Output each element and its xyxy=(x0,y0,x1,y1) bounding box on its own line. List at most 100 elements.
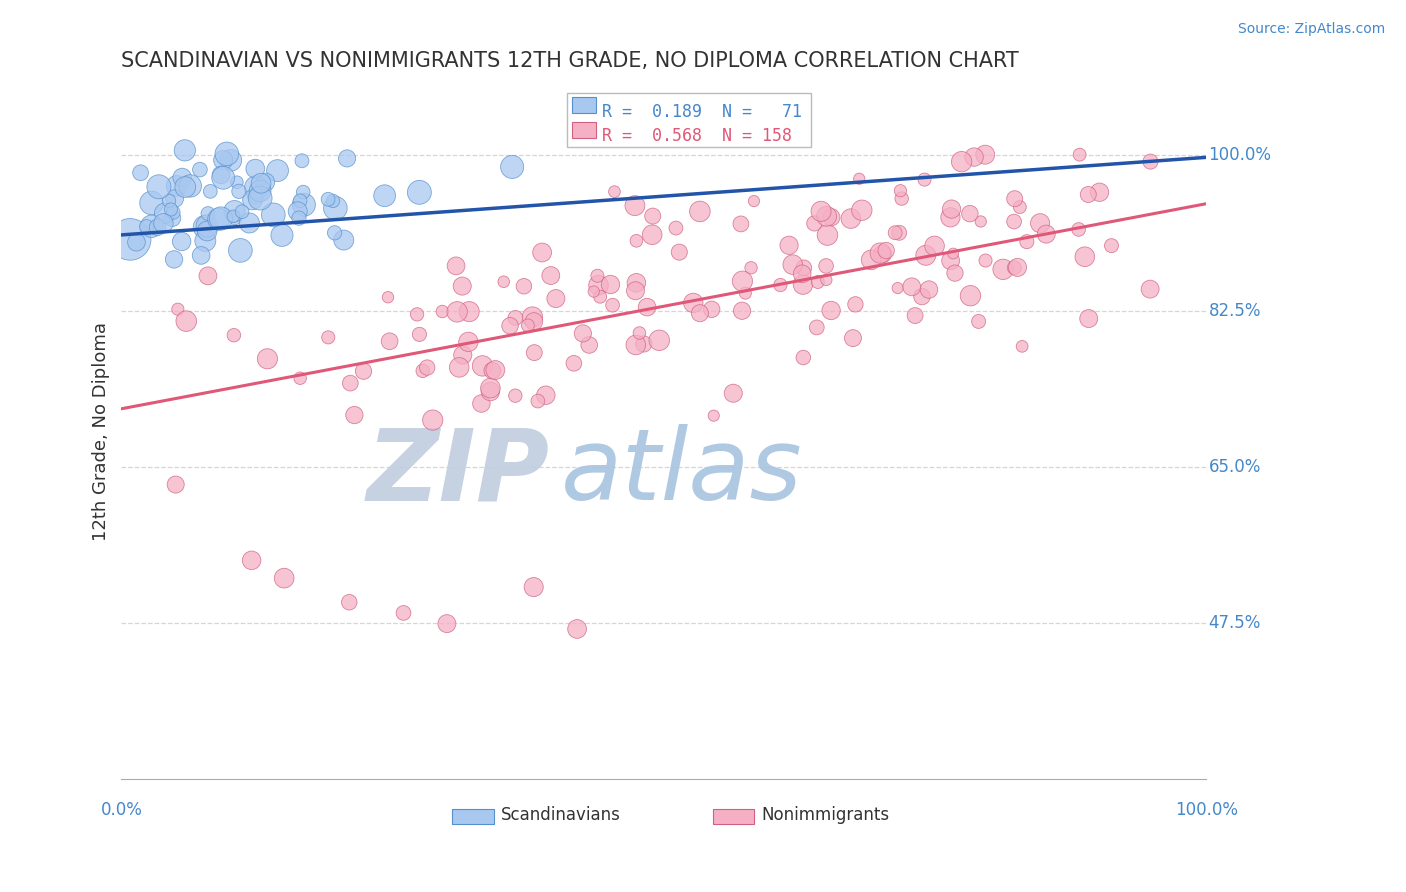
Point xyxy=(200,185,222,199)
Point xyxy=(648,333,671,347)
Point xyxy=(172,170,194,185)
Point xyxy=(146,220,169,235)
Point xyxy=(523,580,546,594)
Point xyxy=(160,202,183,217)
Point xyxy=(316,192,339,206)
Point xyxy=(174,314,197,328)
Point xyxy=(173,144,195,158)
Point xyxy=(703,409,725,423)
Point xyxy=(588,278,610,293)
Text: R =  0.189  N =   71: R = 0.189 N = 71 xyxy=(602,103,801,120)
Point xyxy=(458,304,481,318)
Point xyxy=(245,188,267,202)
Point xyxy=(499,318,522,333)
Point xyxy=(273,571,295,585)
Point xyxy=(939,211,962,225)
Point xyxy=(195,224,218,238)
Point xyxy=(626,276,648,290)
Point xyxy=(209,211,232,226)
Point xyxy=(377,290,399,304)
Point xyxy=(820,211,842,225)
Point xyxy=(1002,214,1025,228)
Point xyxy=(731,274,754,288)
Point xyxy=(1139,154,1161,169)
Point xyxy=(562,356,585,370)
Text: 82.5%: 82.5% xyxy=(1209,301,1261,319)
Point xyxy=(544,292,567,306)
Point xyxy=(162,211,184,225)
Point xyxy=(224,204,246,219)
Point xyxy=(942,246,965,260)
Point xyxy=(1074,250,1097,264)
Point xyxy=(291,153,314,168)
Point xyxy=(194,220,217,235)
Point xyxy=(322,194,344,208)
Point xyxy=(943,266,966,280)
Point xyxy=(451,348,474,362)
Point xyxy=(501,160,523,174)
Point xyxy=(689,204,711,219)
Point xyxy=(166,178,188,193)
Point xyxy=(689,306,711,320)
Text: 65.0%: 65.0% xyxy=(1209,458,1261,475)
Point xyxy=(914,248,936,262)
Point xyxy=(884,226,907,240)
Point xyxy=(222,328,245,343)
Point xyxy=(129,166,152,180)
Point xyxy=(941,202,963,216)
Point xyxy=(240,553,263,567)
Point xyxy=(484,363,506,377)
Point xyxy=(1077,187,1099,202)
Point xyxy=(1008,200,1031,214)
Point xyxy=(513,279,536,293)
Point xyxy=(337,595,360,609)
Point xyxy=(963,150,986,164)
Point xyxy=(967,314,990,328)
Point xyxy=(492,275,515,289)
Point xyxy=(254,175,277,189)
Text: R =  0.568  N = 158: R = 0.568 N = 158 xyxy=(602,128,792,145)
Point xyxy=(914,172,936,186)
Point xyxy=(851,203,873,218)
Point xyxy=(1029,216,1052,230)
Text: ZIP: ZIP xyxy=(367,425,550,521)
Point xyxy=(152,216,174,230)
Point xyxy=(820,303,842,318)
Point xyxy=(778,238,800,252)
Point xyxy=(665,221,688,235)
Point xyxy=(815,210,838,224)
Point xyxy=(589,290,612,304)
Point xyxy=(534,388,557,402)
Point xyxy=(807,275,830,289)
Point xyxy=(212,153,235,167)
Point xyxy=(135,219,157,234)
Y-axis label: 12th Grade, No Diploma: 12th Grade, No Diploma xyxy=(93,321,110,541)
Point xyxy=(636,300,658,314)
Point xyxy=(740,260,762,275)
Point xyxy=(1101,238,1123,252)
Point xyxy=(416,360,439,375)
Point xyxy=(323,226,346,240)
Point xyxy=(803,216,825,230)
Point xyxy=(848,171,870,186)
Point xyxy=(287,204,309,219)
Point xyxy=(325,201,347,215)
Point xyxy=(245,180,267,194)
Point xyxy=(904,309,927,323)
Point xyxy=(157,194,180,208)
Point xyxy=(641,227,664,242)
Point xyxy=(125,235,148,250)
Point xyxy=(238,216,260,230)
Point xyxy=(245,161,267,176)
Point xyxy=(815,259,838,273)
Point xyxy=(343,408,366,422)
Point xyxy=(793,260,815,275)
Point xyxy=(889,184,911,198)
Point xyxy=(339,376,361,391)
Point xyxy=(249,184,271,198)
Point xyxy=(179,178,201,193)
Point xyxy=(633,337,655,351)
Point xyxy=(792,277,814,292)
Point xyxy=(742,194,765,208)
Point xyxy=(141,196,163,211)
